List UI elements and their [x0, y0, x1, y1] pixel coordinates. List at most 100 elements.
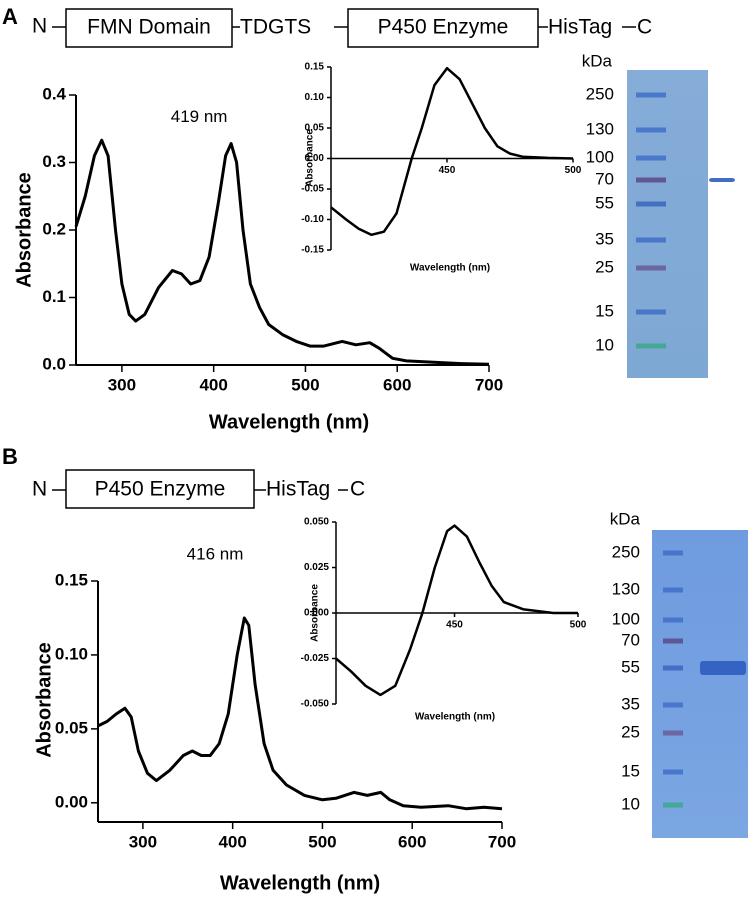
- x-axis-label: Wavelength (nm): [220, 872, 380, 894]
- construct-part: P450 Enzyme: [95, 478, 226, 501]
- x-tick-label: 300: [129, 832, 157, 851]
- x-tick-label: 500: [570, 620, 587, 631]
- peak-annotation: 419 nm: [171, 107, 228, 126]
- x-tick-label: 600: [383, 375, 411, 394]
- ladder-band: [663, 702, 683, 708]
- gel-unit: kDa: [582, 51, 613, 70]
- marker-label: 25: [621, 722, 640, 741]
- ladder-band: [663, 617, 683, 623]
- y-tick-label: 0.00: [55, 792, 88, 811]
- y-tick-label: 0.3: [42, 152, 66, 171]
- marker-label: 10: [621, 794, 640, 813]
- ladder-band: [636, 237, 666, 243]
- construct-part: TDGTS: [240, 16, 311, 39]
- y-tick-label: -0.10: [301, 214, 324, 225]
- gel-unit: kDa: [610, 509, 641, 528]
- ladder-band: [663, 550, 683, 556]
- construct-part: N: [32, 478, 47, 501]
- marker-label: 250: [586, 84, 614, 103]
- y-tick-label: 0.05: [55, 718, 88, 737]
- y-tick-label: 0.0: [42, 354, 66, 373]
- y-tick-label: -0.025: [301, 653, 330, 664]
- y-tick-label: 0.15: [305, 62, 325, 73]
- ladder-band: [663, 769, 683, 775]
- x-axis-label: Wavelength (nm): [209, 411, 369, 433]
- panel-label: B: [2, 444, 18, 469]
- y-tick-label: 0.4: [42, 84, 66, 103]
- gel-image: [652, 530, 748, 838]
- x-tick-label: 300: [108, 375, 136, 394]
- x-tick-label: 500: [565, 165, 582, 176]
- marker-label: 15: [621, 761, 640, 780]
- ladder-band: [663, 587, 683, 593]
- y-tick-label: 0.00: [305, 153, 325, 164]
- marker-label: 25: [595, 257, 614, 276]
- x-tick-label: 400: [199, 375, 227, 394]
- ladder-band: [636, 177, 666, 183]
- sample-band: [709, 178, 735, 182]
- spectrum-line: [97, 616, 503, 811]
- marker-label: 70: [621, 630, 640, 649]
- y-tick-label: -0.050: [301, 699, 330, 710]
- ladder-band: [636, 343, 666, 349]
- marker-label: 130: [586, 119, 614, 138]
- ladder-band: [636, 155, 666, 161]
- marker-label: 130: [612, 579, 640, 598]
- ladder-band: [663, 730, 683, 736]
- x-tick-label: 500: [291, 375, 319, 394]
- ladder-band: [636, 309, 666, 315]
- y-tick-label: 0.025: [304, 562, 329, 573]
- y-tick-label: 0.2: [42, 219, 66, 238]
- marker-label: 35: [621, 694, 640, 713]
- domain-box: [347, 8, 539, 48]
- y-tick-label: 0.15: [55, 570, 88, 589]
- y-axis-label: Absorbance: [13, 172, 35, 288]
- construct-part: C: [637, 16, 652, 39]
- y-tick-label: 0.050: [304, 517, 329, 528]
- x-tick-label: 450: [439, 165, 456, 176]
- y-tick-label: 0.10: [55, 644, 88, 663]
- x-tick-label: 700: [488, 832, 516, 851]
- y-axis-label: Absorbance: [310, 584, 321, 642]
- y-tick-label: 0.1: [42, 287, 66, 306]
- spectrum-line: [330, 66, 574, 237]
- domain-box: [65, 8, 233, 48]
- marker-label: 55: [621, 657, 640, 676]
- ladder-band: [663, 665, 683, 671]
- construct-part: C: [350, 478, 365, 501]
- ladder-band: [663, 802, 683, 808]
- x-tick-label: 500: [308, 832, 336, 851]
- peak-annotation: 416 nm: [187, 544, 244, 563]
- construct-part: P450 Enzyme: [378, 16, 509, 39]
- y-tick-label: -0.05: [301, 184, 324, 195]
- y-tick-label: 0.10: [305, 92, 325, 103]
- marker-label: 100: [586, 147, 614, 166]
- marker-label: 250: [612, 542, 640, 561]
- construct-part: HisTag: [548, 16, 612, 39]
- x-tick-label: 700: [475, 375, 503, 394]
- domain-box: [65, 469, 255, 509]
- x-tick-label: 600: [398, 832, 426, 851]
- panel-label: A: [2, 4, 18, 29]
- y-axis-label: Absorbance: [33, 642, 55, 758]
- construct-part: N: [32, 15, 47, 38]
- marker-label: 70: [595, 169, 614, 188]
- ladder-band: [663, 638, 683, 644]
- spectrum-line: [335, 524, 578, 697]
- y-tick-label: 0.000: [304, 608, 329, 619]
- marker-label: 15: [595, 301, 614, 320]
- ladder-band: [636, 265, 666, 271]
- x-axis-label: Wavelength (nm): [415, 712, 495, 723]
- gel-image: [627, 70, 708, 378]
- y-tick-label: 0.05: [305, 123, 325, 134]
- spectrum-line: [74, 138, 490, 366]
- y-axis-label: Absorbance: [305, 129, 316, 187]
- y-tick-label: -0.15: [301, 245, 324, 256]
- sample-band: [700, 661, 746, 675]
- ladder-band: [636, 92, 666, 98]
- x-axis-label: Wavelength (nm): [410, 263, 490, 274]
- marker-label: 10: [595, 335, 614, 354]
- marker-label: 35: [595, 229, 614, 248]
- construct-part: FMN Domain: [87, 16, 211, 39]
